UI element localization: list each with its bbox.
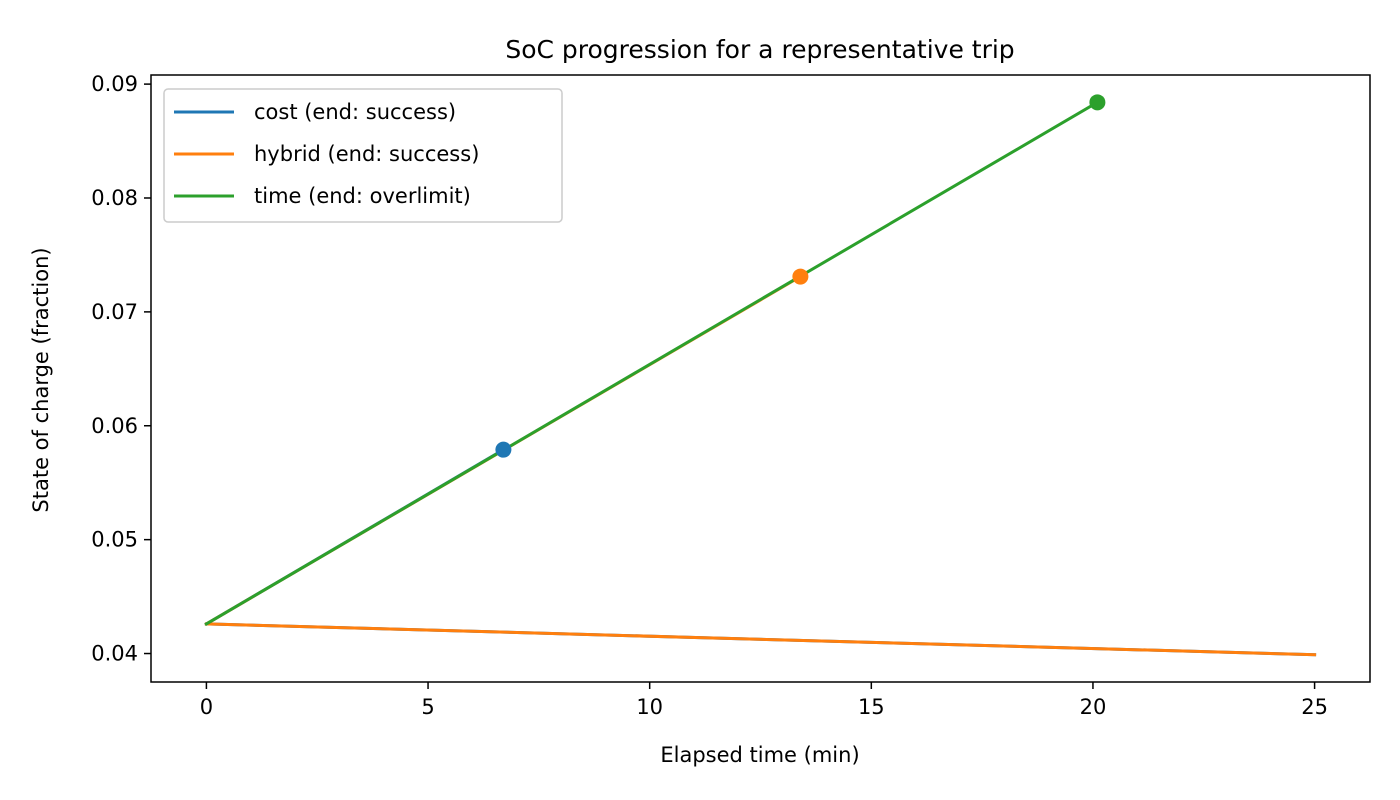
legend-entry-label: cost (end: success) xyxy=(254,100,456,124)
y-tick-label: 0.05 xyxy=(91,528,138,552)
chart-title: SoC progression for a representative tri… xyxy=(505,35,1014,64)
y-tick-label: 0.04 xyxy=(91,642,138,666)
x-tick-label: 15 xyxy=(858,695,885,719)
x-tick-label: 5 xyxy=(421,695,434,719)
series-line-2 xyxy=(204,100,1100,626)
legend: cost (end: success) hybrid (end: success)… xyxy=(163,88,563,223)
x-tick-label: 0 xyxy=(200,695,213,719)
x-tick-label: 20 xyxy=(1080,695,1107,719)
x-axis-ticks: 0 5 10 15 20 25 xyxy=(200,682,1328,719)
plot-markers xyxy=(495,94,1106,458)
x-tick-label: 10 xyxy=(636,695,663,719)
legend-box xyxy=(163,88,563,223)
legend-entry-label: time (end: overlimit) xyxy=(254,184,471,208)
legend-entry-label: hybrid (end: success) xyxy=(254,142,479,166)
y-tick-label: 0.06 xyxy=(91,414,138,438)
x-tick-label: 25 xyxy=(1301,695,1328,719)
series-end-marker-0 xyxy=(495,441,512,458)
y-tick-label: 0.09 xyxy=(91,72,138,96)
y-axis-ticks: 0.04 0.05 0.06 0.07 0.08 0.09 xyxy=(91,72,151,666)
plot-frame xyxy=(150,74,1371,683)
series-line-1 xyxy=(204,622,1317,657)
x-axis-label: Elapsed time (min) xyxy=(660,743,859,767)
y-axis-label: State of charge (fraction) xyxy=(29,247,53,512)
series-end-marker-1 xyxy=(792,268,809,285)
y-tick-label: 0.08 xyxy=(91,186,138,210)
series-end-marker-2 xyxy=(1089,94,1106,111)
y-tick-label: 0.07 xyxy=(91,300,138,324)
